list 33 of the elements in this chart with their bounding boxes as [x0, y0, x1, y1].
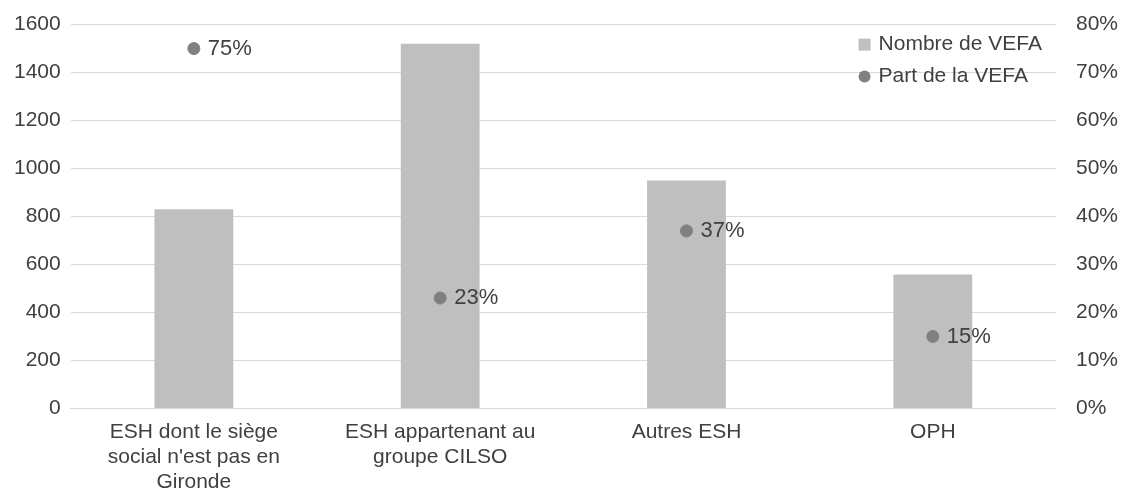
y-tick-label: 0 — [49, 395, 61, 419]
y-tick-label: 200 — [25, 347, 61, 371]
point — [187, 42, 201, 56]
y2-tick-label: 20% — [1075, 299, 1118, 323]
point — [680, 224, 693, 238]
x-tick-label: ESH dont le siège social n'est pas en Gironde — [107, 418, 280, 493]
y2-tick-label: 10% — [1075, 347, 1118, 371]
legend-label: Part de la VEFA — [878, 63, 1028, 87]
legend-label: Nombre de VEFA — [878, 31, 1042, 55]
y2-tick-label: 80% — [1075, 11, 1118, 35]
point — [433, 291, 447, 305]
y2-tick-label: 30% — [1075, 251, 1118, 275]
y-tick-label: 400 — [25, 299, 61, 323]
y2-tick-label: 70% — [1075, 59, 1118, 83]
x-tick-label: ESH appartenant au groupe CILSO — [345, 418, 536, 467]
point — [926, 329, 940, 343]
data-label: 15% — [946, 322, 991, 348]
y2-tick-label: 60% — [1075, 107, 1118, 131]
y-tick-label: 1200 — [14, 107, 61, 131]
bar — [154, 209, 234, 408]
data-label: 75% — [207, 34, 252, 60]
y-tick-label: 1600 — [14, 11, 61, 35]
data-label: 37% — [700, 216, 745, 242]
x-tick-label: Autres ESH — [631, 418, 742, 442]
x-tick-label: OPH — [910, 418, 956, 442]
y-tick-label: 800 — [25, 203, 61, 227]
y-tick-label: 1000 — [14, 155, 61, 179]
y-tick-label: 600 — [25, 251, 61, 275]
y2-tick-label: 50% — [1075, 155, 1118, 179]
data-label: 23% — [454, 284, 499, 310]
y-tick-label: 1400 — [14, 59, 61, 83]
y2-tick-label: 40% — [1075, 203, 1118, 227]
y2-tick-label: 0% — [1075, 395, 1107, 419]
